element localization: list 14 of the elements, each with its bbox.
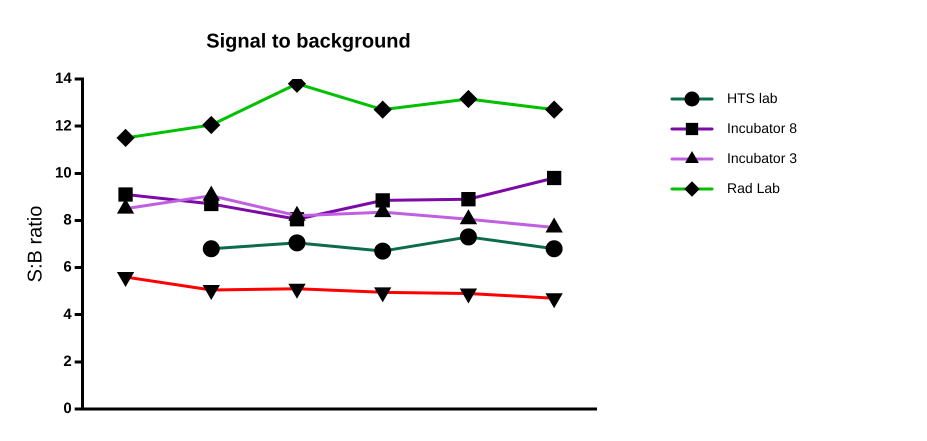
- legend-label: Incubator 8: [727, 120, 798, 136]
- chart-title: Signal to background: [206, 30, 411, 53]
- legend-label: Incubator 3: [727, 150, 798, 166]
- y-tick-label: 8: [63, 212, 72, 229]
- legend-label: HTS lab: [727, 90, 778, 106]
- y-tick-label: 14: [54, 70, 72, 88]
- y-tick-label: 6: [63, 258, 72, 276]
- y-tick-label: 4: [63, 306, 72, 323]
- legend-label: Rad Lab: [727, 180, 780, 196]
- y-tick-label: 10: [54, 164, 72, 182]
- y-tick-label: 0: [63, 400, 72, 418]
- y-tick-label: 12: [54, 117, 72, 134]
- y-tick-label: 2: [63, 353, 72, 370]
- y-axis-title: S:B ratio: [24, 206, 47, 282]
